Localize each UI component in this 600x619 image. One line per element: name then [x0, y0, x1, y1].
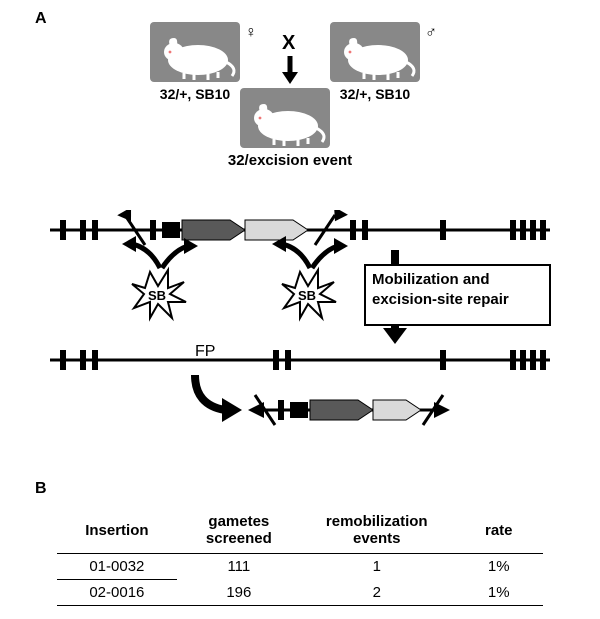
table-header-row: Insertion gametesscreened remobilization…	[57, 510, 543, 551]
panel-b-label: B	[35, 480, 47, 498]
female-genotype: 32/+, SB10	[150, 86, 240, 102]
mouse-male-icon	[330, 22, 420, 82]
arrow-down-icon	[280, 54, 300, 86]
gene-row-2: FP	[50, 343, 550, 370]
male-genotype: 32/+, SB10	[330, 86, 420, 102]
male-symbol: ♂	[425, 24, 437, 42]
col-gametes: gametesscreened	[179, 510, 299, 551]
cross-symbol-icon: X	[282, 32, 295, 55]
mouse-male-box	[330, 22, 420, 82]
step-label: Mobilization and excision-site repair	[372, 270, 544, 309]
col-rate: rate	[455, 510, 543, 551]
gene-diagram: SB SB	[40, 210, 560, 460]
table-row: 02-0016 196 2 1%	[57, 582, 543, 603]
sb-label-left: SB	[148, 288, 166, 303]
mouse-female-box	[150, 22, 240, 82]
fp-label: FP	[195, 343, 215, 360]
col-insertion: Insertion	[57, 510, 177, 551]
sb-label-right: SB	[298, 288, 316, 303]
remobilization-table: Insertion gametesscreened remobilization…	[55, 508, 545, 608]
figure: A ♀ 32/+, SB10 X	[0, 0, 600, 619]
female-symbol: ♀	[245, 24, 257, 42]
table-row: 01-0032 111 1 1%	[57, 556, 543, 577]
cross-diagram: ♀ 32/+, SB10 X ♂ 32/+, SB10	[0, 20, 600, 220]
mouse-offspring-box	[240, 88, 330, 148]
excised-transposon	[248, 395, 450, 425]
col-remob: remobilizationevents	[301, 510, 453, 551]
mouse-offspring-icon	[240, 88, 330, 148]
offspring-genotype: 32/excision event	[210, 152, 370, 169]
mouse-female-icon	[150, 22, 240, 82]
